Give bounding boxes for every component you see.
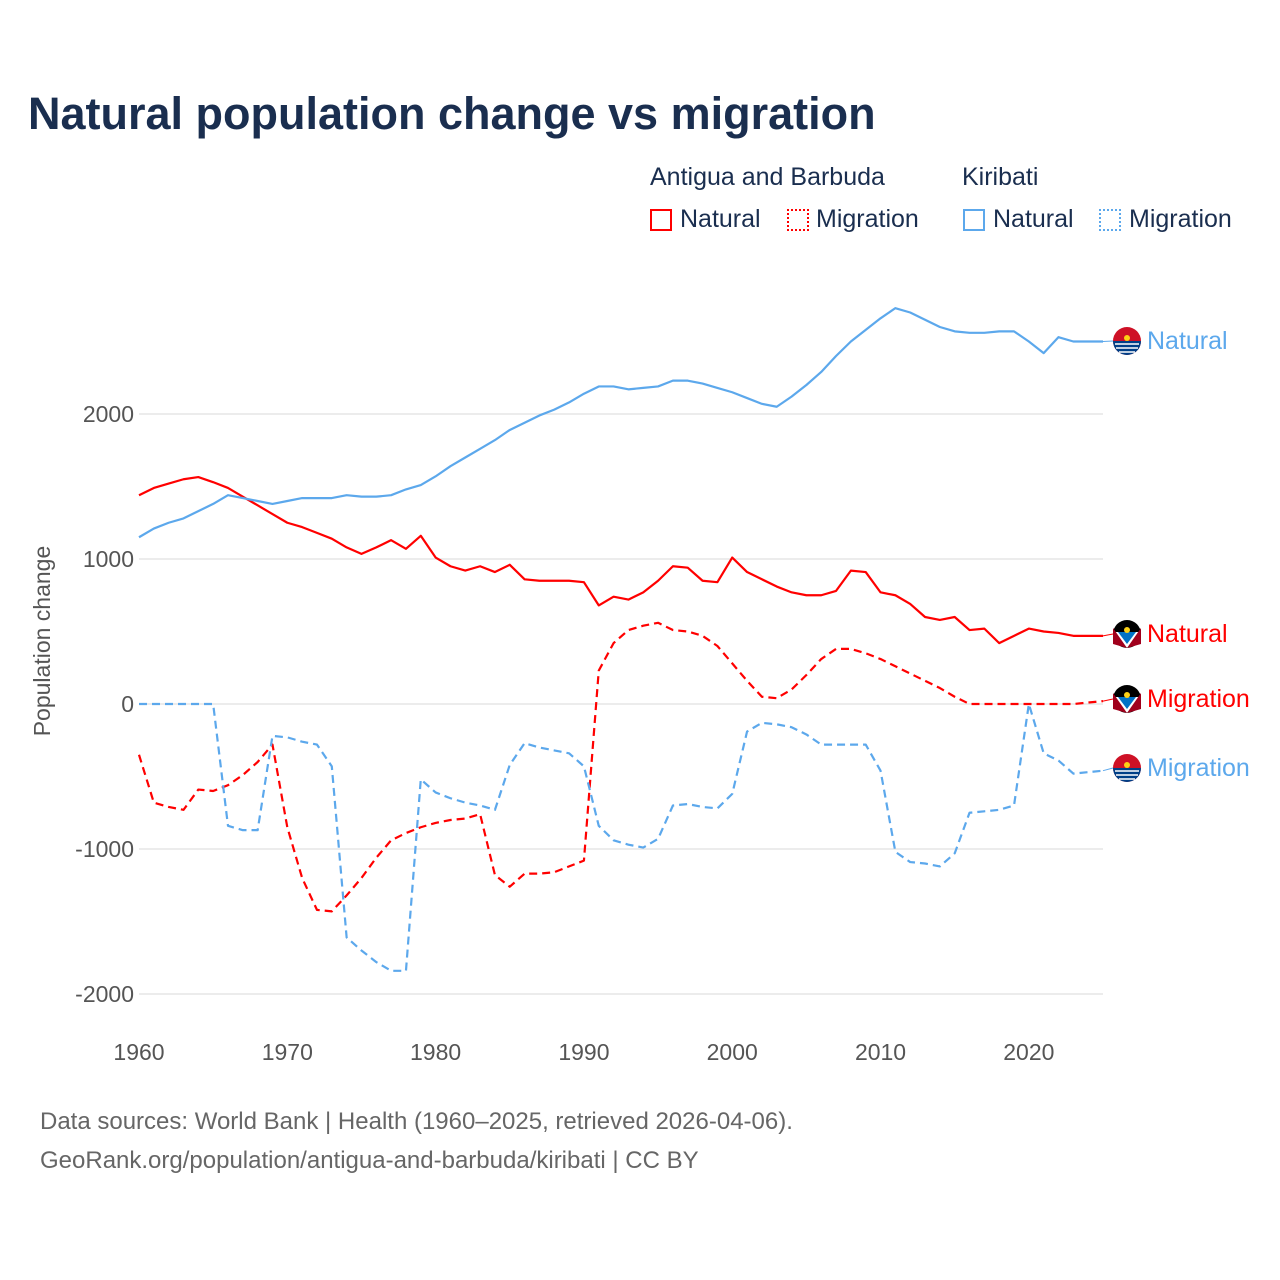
x-tick-label: 2020	[1003, 1039, 1054, 1065]
y-tick-label: 1000	[83, 546, 134, 572]
flag-blue	[1118, 697, 1136, 709]
x-tick-label: 1960	[113, 1039, 164, 1065]
legend-label-kiribati-migration[interactable]: Migration	[1129, 205, 1232, 233]
series-end-label: Migration	[1147, 754, 1250, 782]
flag-waves	[1115, 770, 1139, 780]
footer-link[interactable]: GeoRank.org/population/antigua-and-barbu…	[40, 1147, 699, 1174]
legend-label-antigua-natural[interactable]: Natural	[680, 205, 761, 233]
connector-line	[1102, 340, 1114, 342]
legend-group-kiribati: Kiribati	[962, 163, 1039, 191]
x-tick-label: 2000	[707, 1039, 758, 1065]
kiribati-flag-icon	[1113, 754, 1141, 782]
series-line-antigua-and-barbuda-migration	[137, 621, 1104, 913]
flag-sun	[1124, 335, 1130, 341]
series-end-label: Natural	[1147, 327, 1228, 355]
kiribati-flag-icon	[1113, 327, 1141, 355]
y-tick-label: -2000	[75, 981, 134, 1007]
flag-red	[1113, 693, 1141, 713]
x-tick-label: 1970	[262, 1039, 313, 1065]
y-tick-label: -1000	[75, 836, 134, 862]
chart-title: Natural population change vs migration	[28, 88, 876, 139]
series-line-antigua-and-barbuda-natural	[138, 475, 1103, 645]
flag-waves	[1115, 343, 1139, 353]
legend-label-antigua-migration[interactable]: Migration	[816, 205, 919, 233]
legend-swatch-kiribati-migration	[1099, 209, 1121, 231]
connector-line	[1102, 698, 1114, 702]
legend-swatch-antigua-migration	[787, 209, 809, 231]
x-tick-label: 1980	[410, 1039, 461, 1065]
y-tick-label: 0	[121, 691, 134, 717]
legend-group-antigua: Antigua and Barbuda	[650, 163, 885, 191]
connector-line	[1102, 633, 1114, 637]
flag-red	[1113, 628, 1141, 648]
legend-swatch-antigua-natural	[650, 209, 672, 231]
antigua-flag-icon	[1113, 620, 1141, 648]
footer-sources: Data sources: World Bank | Health (1960–…	[40, 1108, 793, 1135]
antigua-flag-icon	[1113, 685, 1141, 713]
series-end-label: Natural	[1147, 620, 1228, 648]
legend-label-kiribati-natural[interactable]: Natural	[993, 205, 1074, 233]
connector-line	[1102, 767, 1114, 772]
series-line-kiribati-natural	[138, 307, 1103, 539]
x-tick-label: 2010	[855, 1039, 906, 1065]
y-tick-label: 2000	[83, 401, 134, 427]
flag-sun	[1124, 692, 1130, 698]
flag-blue	[1118, 632, 1136, 644]
flag-sun	[1124, 762, 1130, 768]
x-tick-label: 1990	[558, 1039, 609, 1065]
legend-swatch-kiribati-natural	[963, 209, 985, 231]
series-end-label: Migration	[1147, 685, 1250, 713]
y-axis-label: Population change	[29, 546, 55, 737]
flag-sun	[1124, 627, 1130, 633]
series-line-kiribati-migration	[139, 702, 1104, 972]
